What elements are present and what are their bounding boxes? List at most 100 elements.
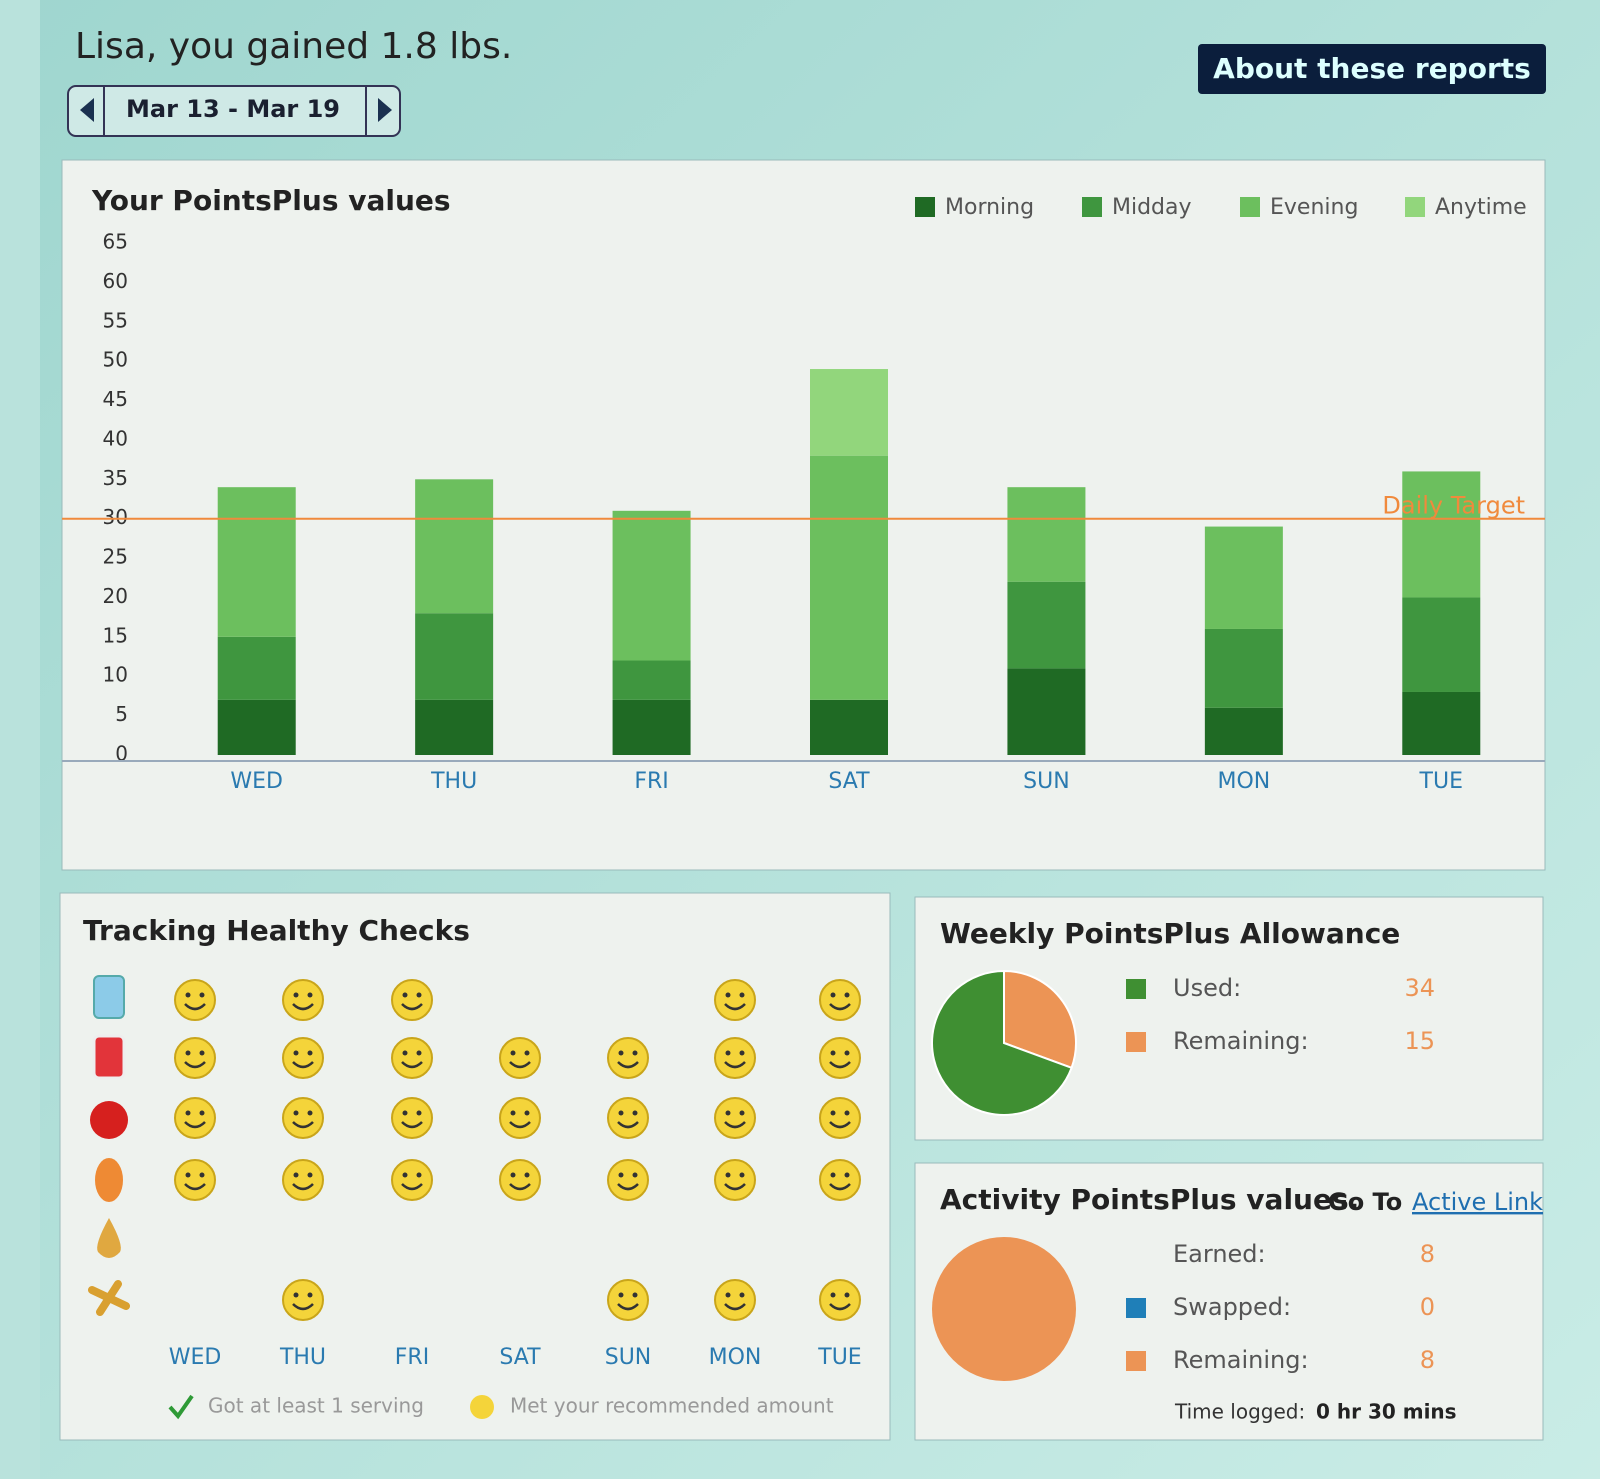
x-tick-label: THU	[430, 769, 477, 794]
smiley-mouth	[617, 1121, 639, 1129]
smiley	[499, 1097, 541, 1139]
y-tick-label: 55	[103, 308, 128, 332]
smiley-face	[282, 1037, 324, 1079]
smiley-face	[174, 979, 216, 1021]
legend-swatch	[1126, 1351, 1146, 1371]
smiley-eye	[307, 1050, 313, 1056]
smiley	[174, 979, 216, 1021]
smiley-face	[607, 1159, 649, 1201]
smiley	[282, 979, 324, 1021]
smiley-eye	[510, 1172, 516, 1178]
smiley-face	[607, 1037, 649, 1079]
smiley	[819, 979, 861, 1021]
icon-fruit	[90, 1101, 128, 1139]
x-tick-label: TUE	[1419, 769, 1463, 794]
smiley-eye	[293, 992, 299, 998]
smiley-mouth	[829, 1303, 851, 1311]
smiley-eye	[524, 1110, 530, 1116]
day-label: SAT	[499, 1345, 541, 1370]
smiley-mouth	[829, 1121, 851, 1129]
smiley-mouth	[184, 1183, 206, 1191]
smiley	[607, 1159, 649, 1201]
smiley-face	[391, 1159, 433, 1201]
smiley-face	[499, 1097, 541, 1139]
smiley-mouth	[617, 1183, 639, 1191]
y-tick-label: 20	[103, 584, 128, 608]
legend-value: 34	[1404, 974, 1435, 1002]
smiley-face	[714, 1279, 756, 1321]
legend-smiley	[470, 1395, 494, 1419]
bar-segment	[612, 660, 691, 700]
x-tick-label: FRI	[634, 769, 668, 794]
smiley-face	[499, 1037, 541, 1079]
legend-label: Met your recommended amount	[510, 1394, 834, 1418]
about-button[interactable]	[1198, 44, 1546, 94]
date-nav	[67, 85, 401, 137]
smiley-eye	[632, 1110, 638, 1116]
smiley-mouth	[829, 1003, 851, 1011]
prev-week[interactable]	[80, 98, 94, 122]
smiley-mouth	[401, 1183, 423, 1191]
smiley-mouth	[184, 1061, 206, 1069]
bar-segment	[1204, 526, 1283, 629]
headline: Lisa, you gained 1.8 lbs.	[75, 26, 512, 67]
smiley-face	[174, 1037, 216, 1079]
smiley-face	[819, 1279, 861, 1321]
day-label: TUE	[817, 1345, 861, 1370]
smiley-eye	[725, 1050, 731, 1056]
smiley-eye	[307, 1110, 313, 1116]
smiley-eye	[618, 1172, 624, 1178]
sidebar	[0, 0, 40, 1479]
check-icon	[168, 1394, 194, 1420]
bar-segment	[1204, 707, 1283, 755]
smiley-eye	[844, 1050, 850, 1056]
smiley-mouth	[724, 1121, 746, 1129]
day-label: SUN	[605, 1345, 652, 1370]
active-link[interactable]: Active Link	[1412, 1188, 1543, 1216]
smiley-eye	[185, 992, 191, 998]
smiley-eye	[739, 992, 745, 998]
smiley	[819, 1097, 861, 1139]
y-tick-label: 65	[103, 230, 128, 254]
smiley	[282, 1279, 324, 1321]
smiley-eye	[524, 1050, 530, 1056]
smiley-face	[499, 1159, 541, 1201]
smiley-mouth	[292, 1121, 314, 1129]
smiley-face	[819, 1159, 861, 1201]
legend-value: 0	[1420, 1293, 1435, 1321]
legend-swatch	[915, 197, 935, 217]
smiley-eye	[725, 1292, 731, 1298]
smiley-mouth	[292, 1061, 314, 1069]
smiley-eye	[416, 1172, 422, 1178]
smiley-eye	[739, 1110, 745, 1116]
smiley	[174, 1097, 216, 1139]
legend-value: 8	[1420, 1346, 1435, 1374]
smiley	[174, 1037, 216, 1079]
smiley-eye	[725, 1172, 731, 1178]
smiley-eye	[844, 992, 850, 998]
smiley-eye	[199, 1110, 205, 1116]
icon-oil	[97, 1218, 121, 1258]
smiley-face	[607, 1097, 649, 1139]
smiley-face	[714, 1097, 756, 1139]
smiley-eye	[830, 1172, 836, 1178]
y-tick-label: 35	[103, 466, 128, 490]
legend-label: Used:	[1173, 974, 1241, 1002]
smiley-eye	[830, 1110, 836, 1116]
smiley-mouth	[292, 1303, 314, 1311]
bar-segment	[217, 636, 296, 700]
next-week[interactable]	[378, 98, 392, 122]
smiley	[607, 1097, 649, 1139]
smiley	[391, 1097, 433, 1139]
x-tick-label: SUN	[1023, 769, 1070, 794]
smiley	[499, 1159, 541, 1201]
smiley-eye	[402, 1050, 408, 1056]
legend-label: Remaining:	[1173, 1346, 1309, 1374]
smiley-eye	[830, 1292, 836, 1298]
smiley-mouth	[509, 1183, 531, 1191]
smiley-eye	[830, 1050, 836, 1056]
icon-vitamin	[88, 1280, 130, 1316]
about-button-label[interactable]: About these reports	[1213, 52, 1531, 85]
earned-label: Earned:	[1173, 1240, 1266, 1268]
legend-swatch	[1405, 197, 1425, 217]
